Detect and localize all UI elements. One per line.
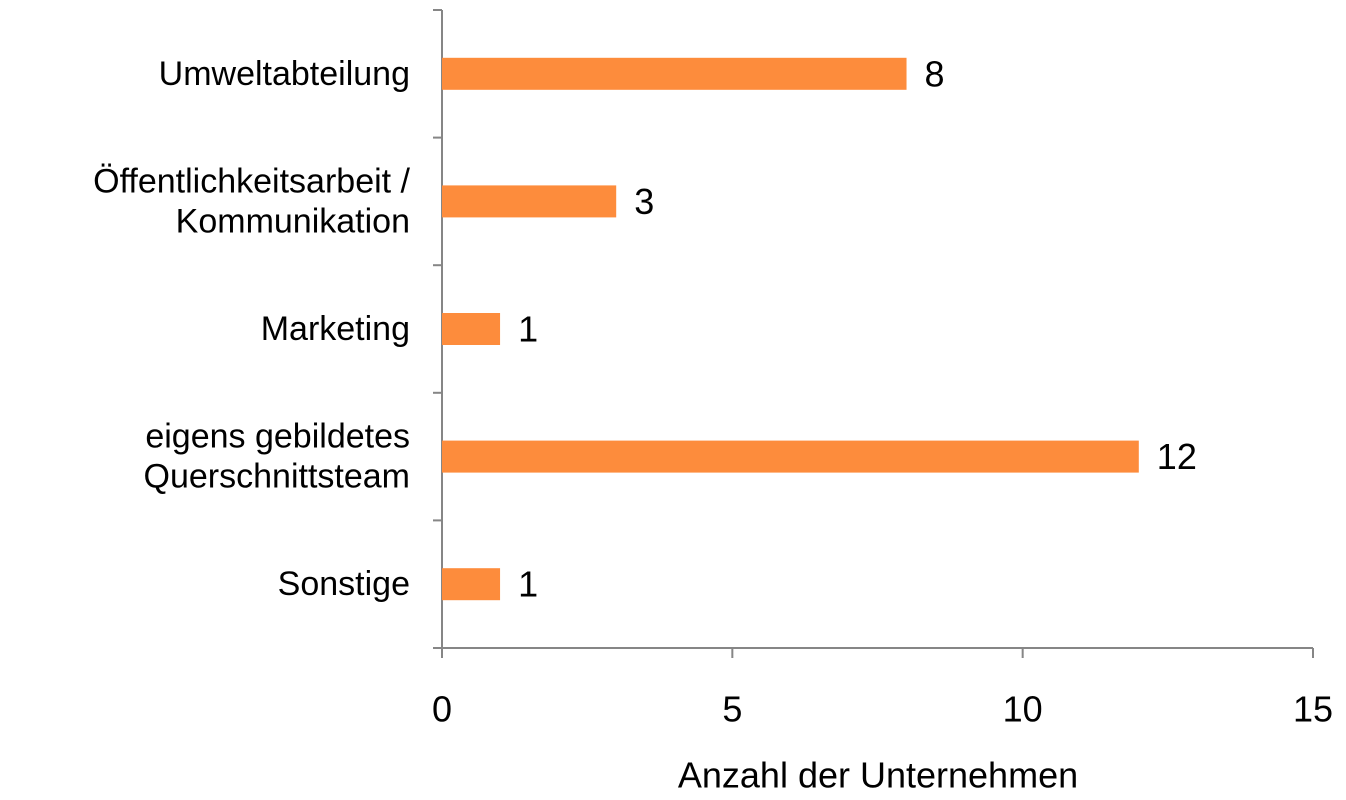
- bar: [442, 185, 617, 218]
- value-label: 1: [518, 309, 538, 350]
- bar: [442, 440, 1139, 473]
- y-tick-label: Querschnittsteam: [144, 458, 410, 496]
- y-tick-label: Sonstige: [278, 565, 410, 603]
- y-tick-label: Marketing: [261, 310, 410, 348]
- x-tick-label: 5: [722, 689, 742, 730]
- value-label: 3: [634, 181, 654, 222]
- bar: [442, 568, 501, 601]
- value-label: 12: [1157, 436, 1197, 477]
- x-tick-label: 10: [1003, 689, 1043, 730]
- bar: [442, 57, 907, 90]
- y-tick-label: Umweltabteilung: [159, 55, 410, 93]
- x-tick-label: 0: [432, 689, 452, 730]
- y-tick-label: Öffentlichkeitsarbeit /: [93, 162, 410, 200]
- value-label: 1: [518, 564, 538, 605]
- x-tick-label: 15: [1293, 689, 1333, 730]
- y-tick-label: Kommunikation: [176, 202, 410, 240]
- y-tick-label: eigens gebildetes: [145, 418, 410, 456]
- x-axis-title: Anzahl der Unternehmen: [678, 755, 1078, 796]
- value-label: 8: [925, 53, 945, 94]
- bar: [442, 313, 501, 345]
